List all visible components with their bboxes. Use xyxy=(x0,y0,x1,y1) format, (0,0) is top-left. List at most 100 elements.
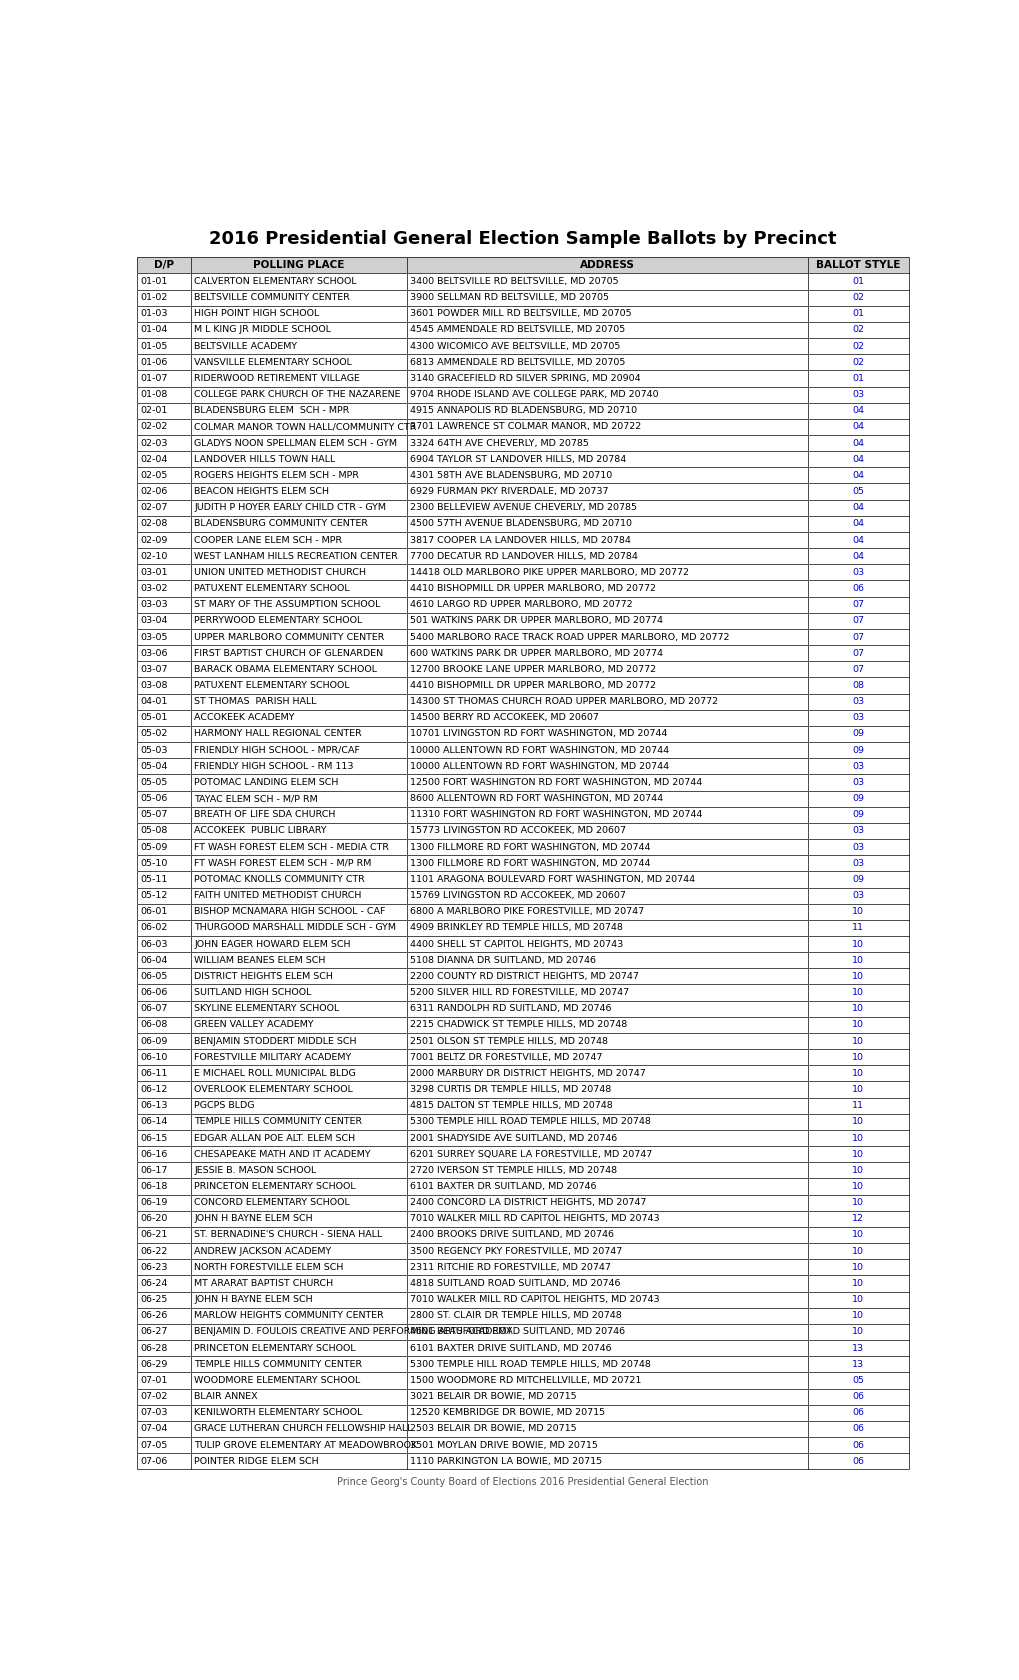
Bar xyxy=(807,581,908,596)
Bar xyxy=(137,1033,191,1048)
Bar xyxy=(137,774,191,791)
Bar xyxy=(191,1082,407,1097)
Bar xyxy=(807,1163,908,1178)
Bar xyxy=(137,1260,191,1275)
Text: 10: 10 xyxy=(852,1247,863,1255)
Bar xyxy=(407,484,807,499)
Text: 5300 TEMPLE HILL ROAD TEMPLE HILLS, MD 20748: 5300 TEMPLE HILL ROAD TEMPLE HILLS, MD 2… xyxy=(410,1117,650,1126)
Bar xyxy=(407,1016,807,1033)
Bar xyxy=(407,1082,807,1097)
Bar xyxy=(191,1178,407,1194)
Text: 06-25: 06-25 xyxy=(140,1295,167,1304)
Bar xyxy=(191,403,407,418)
Bar xyxy=(191,1453,407,1470)
Bar xyxy=(137,274,191,289)
Bar xyxy=(191,1163,407,1178)
Bar xyxy=(191,1421,407,1436)
Bar xyxy=(807,1033,908,1048)
Bar xyxy=(191,1016,407,1033)
Bar xyxy=(407,418,807,435)
Bar xyxy=(191,386,407,403)
Text: 6813 AMMENDALE RD BELTSVILLE, MD 20705: 6813 AMMENDALE RD BELTSVILLE, MD 20705 xyxy=(410,358,625,366)
Bar xyxy=(807,774,908,791)
Bar xyxy=(191,1356,407,1373)
Bar xyxy=(807,1082,908,1097)
Text: ACCOKEEK  PUBLIC LIBRARY: ACCOKEEK PUBLIC LIBRARY xyxy=(194,827,326,835)
Bar xyxy=(191,338,407,354)
Text: 05-12: 05-12 xyxy=(140,890,167,900)
Text: 06-07: 06-07 xyxy=(140,1005,167,1013)
Bar xyxy=(191,323,407,338)
Text: 08: 08 xyxy=(852,680,863,690)
Text: 02: 02 xyxy=(852,358,863,366)
Bar xyxy=(807,354,908,370)
Text: 04: 04 xyxy=(852,504,863,512)
Bar xyxy=(191,1097,407,1114)
Text: CHESAPEAKE MATH AND IT ACADEMY: CHESAPEAKE MATH AND IT ACADEMY xyxy=(194,1149,371,1159)
Bar xyxy=(807,1001,908,1016)
Text: JOHN H BAYNE ELEM SCH: JOHN H BAYNE ELEM SCH xyxy=(194,1295,313,1304)
Bar xyxy=(191,1163,407,1178)
Bar xyxy=(407,452,807,467)
Bar xyxy=(137,694,191,709)
Bar xyxy=(137,758,191,774)
Text: 07-01: 07-01 xyxy=(140,1376,167,1384)
Text: 10: 10 xyxy=(852,1005,863,1013)
Bar xyxy=(191,1178,407,1194)
Text: 09: 09 xyxy=(852,729,863,739)
Bar xyxy=(407,1226,807,1243)
Text: 6929 FURMAN PKY RIVERDALE, MD 20737: 6929 FURMAN PKY RIVERDALE, MD 20737 xyxy=(410,487,608,496)
Text: 2016 Presidential General Election Sample Ballots by Precinct: 2016 Presidential General Election Sampl… xyxy=(209,230,836,249)
Text: 06-21: 06-21 xyxy=(140,1230,167,1240)
Text: 02-05: 02-05 xyxy=(140,470,167,480)
Bar xyxy=(191,289,407,306)
Bar xyxy=(137,452,191,467)
Text: SUITLAND HIGH SCHOOL: SUITLAND HIGH SCHOOL xyxy=(194,988,311,996)
Bar xyxy=(191,1131,407,1146)
Bar xyxy=(137,1421,191,1436)
Bar xyxy=(137,1292,191,1307)
Bar xyxy=(191,953,407,968)
Bar xyxy=(807,1226,908,1243)
Bar xyxy=(407,564,807,581)
Text: 04: 04 xyxy=(852,536,863,544)
Text: ST. BERNADINE'S CHURCH - SIENA HALL: ST. BERNADINE'S CHURCH - SIENA HALL xyxy=(194,1230,382,1240)
Text: 4300 WICOMICO AVE BELTSVILLE, MD 20705: 4300 WICOMICO AVE BELTSVILLE, MD 20705 xyxy=(410,341,620,351)
Bar xyxy=(137,1389,191,1404)
Bar xyxy=(191,370,407,386)
Text: 11310 FORT WASHINGTON RD FORT WASHINGTON, MD 20744: 11310 FORT WASHINGTON RD FORT WASHINGTON… xyxy=(410,810,702,820)
Bar xyxy=(191,596,407,613)
Text: 07: 07 xyxy=(852,665,863,674)
Bar xyxy=(807,1373,908,1389)
Bar xyxy=(137,1194,191,1211)
Bar xyxy=(191,274,407,289)
Bar xyxy=(191,452,407,467)
Bar xyxy=(137,386,191,403)
Text: TEMPLE HILLS COMMUNITY CENTER: TEMPLE HILLS COMMUNITY CENTER xyxy=(194,1359,362,1369)
Bar xyxy=(807,484,908,499)
Text: BENJAMIN STODDERT MIDDLE SCH: BENJAMIN STODDERT MIDDLE SCH xyxy=(194,1037,357,1045)
Bar xyxy=(807,1243,908,1260)
Bar xyxy=(807,628,908,645)
Text: POTOMAC LANDING ELEM SCH: POTOMAC LANDING ELEM SCH xyxy=(194,778,338,786)
Text: 2400 CONCORD LA DISTRICT HEIGHTS, MD 20747: 2400 CONCORD LA DISTRICT HEIGHTS, MD 207… xyxy=(410,1198,646,1208)
Text: 10: 10 xyxy=(852,1085,863,1094)
Bar xyxy=(807,1163,908,1178)
Bar xyxy=(137,1260,191,1275)
Text: EDGAR ALLAN POE ALT. ELEM SCH: EDGAR ALLAN POE ALT. ELEM SCH xyxy=(194,1134,355,1142)
Text: 5400 MARLBORO RACE TRACK ROAD UPPER MARLBORO, MD 20772: 5400 MARLBORO RACE TRACK ROAD UPPER MARL… xyxy=(410,632,729,642)
Bar xyxy=(807,386,908,403)
Text: 06-16: 06-16 xyxy=(140,1149,167,1159)
Bar xyxy=(807,806,908,823)
Bar xyxy=(407,1226,807,1243)
Bar xyxy=(137,1033,191,1048)
Bar xyxy=(807,306,908,323)
Text: 05-08: 05-08 xyxy=(140,827,167,835)
Text: 02-10: 02-10 xyxy=(140,551,167,561)
Bar xyxy=(407,1211,807,1226)
Bar xyxy=(407,984,807,1001)
Bar xyxy=(137,677,191,694)
Bar xyxy=(137,628,191,645)
Text: 06-01: 06-01 xyxy=(140,907,167,916)
Text: 10: 10 xyxy=(852,1295,863,1304)
